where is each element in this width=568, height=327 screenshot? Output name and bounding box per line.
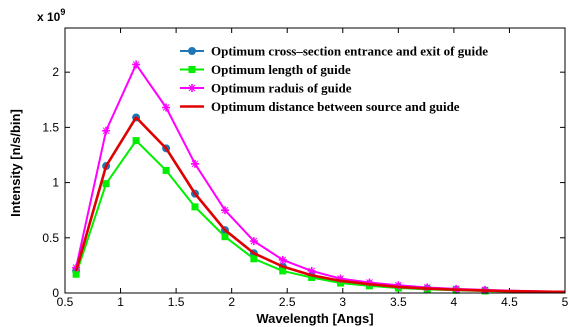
x-tick-label: 4: [451, 295, 458, 309]
legend-entry-2: Optimum length of guide: [180, 62, 351, 77]
data-point: [279, 267, 287, 275]
x-tick-label: 2: [228, 295, 235, 309]
data-point: [308, 274, 316, 282]
data-point: [221, 206, 229, 215]
legend: Optimum cross–section entrance and exit …: [180, 44, 488, 114]
data-point: [337, 279, 345, 287]
legend-label: Optimum length of guide: [211, 62, 351, 77]
series-line-1: [75, 116, 566, 293]
y-multiplier-exponent: 9: [60, 7, 65, 17]
data-point: [132, 60, 141, 69]
legend-label: Optimum raduis of guide: [211, 81, 352, 96]
y-axis-label: Intensity [n/s/bin]: [8, 109, 23, 217]
legend-marker: [188, 66, 196, 73]
data-point: [162, 103, 171, 112]
legend-entry-1: Optimum cross–section entrance and exit …: [180, 44, 488, 59]
x-tick-label: 5: [562, 295, 568, 309]
x-tick-label: 2.5: [279, 295, 296, 309]
series-2: [72, 137, 566, 295]
series-layer: [72, 60, 566, 295]
x-tick-label: 3: [339, 295, 346, 309]
data-point: [72, 270, 80, 278]
data-point: [249, 237, 258, 246]
x-tick-label: 4.5: [501, 295, 518, 309]
y-multiplier-label: x 109: [37, 7, 65, 24]
y-tick-label: 1: [52, 176, 59, 190]
series-line-4: [74, 116, 566, 294]
x-tick-label: 3.5: [390, 295, 407, 309]
legend-marker: [188, 47, 196, 55]
legend-entry-3: Optimum raduis of guide: [180, 81, 352, 96]
y-tick-label: 0: [52, 286, 59, 300]
data-point: [278, 255, 287, 264]
legend-label: Optimum distance between source and guid…: [211, 99, 460, 114]
y-tick-label: 1.5: [42, 120, 59, 134]
data-point: [102, 180, 110, 188]
data-point: [191, 159, 199, 168]
tick-labels: 0.5 1 1.5 2 2.5 3 3.5 4 4.5 500.511.52: [42, 65, 568, 309]
data-point: [132, 137, 140, 145]
data-point: [221, 233, 229, 241]
data-point: [162, 166, 170, 174]
x-axis-label: Wavelength [Angs]: [256, 311, 373, 326]
legend-label: Optimum cross–section entrance and exit …: [211, 44, 488, 59]
plot-frame: [64, 27, 566, 294]
series-4: [74, 116, 566, 294]
legend-entry-4: Optimum distance between source and guid…: [180, 99, 460, 114]
data-point: [307, 266, 316, 275]
x-tick-label: 1: [117, 295, 124, 309]
data-point: [191, 203, 199, 211]
data-point: [102, 126, 111, 135]
y-tick-label: 2: [52, 65, 59, 79]
y-tick-label: 0.5: [42, 231, 59, 245]
x-tick-label: 1.5: [168, 295, 185, 309]
data-point: [250, 255, 258, 263]
x-tick-label: 0.5: [57, 295, 74, 309]
series-1: [72, 113, 566, 295]
legend-marker: [188, 84, 196, 92]
series-line-2: [75, 139, 566, 294]
